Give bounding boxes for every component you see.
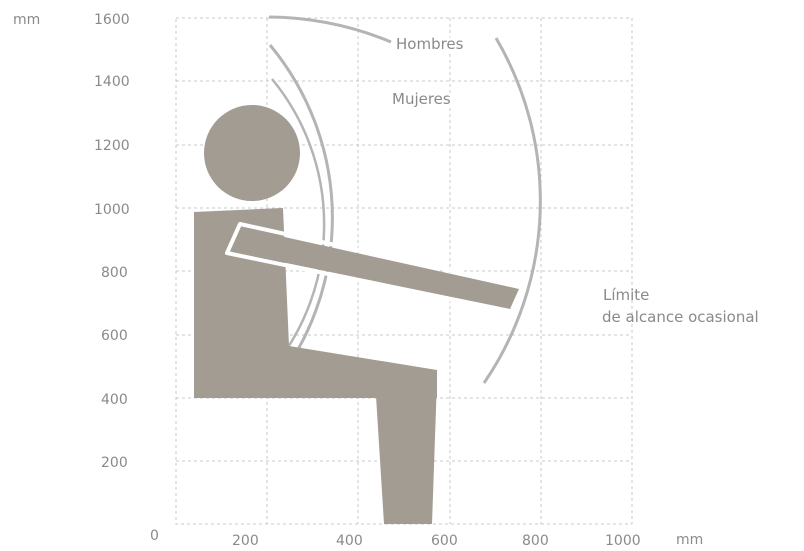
y-tick-label: 400 — [101, 392, 128, 408]
y-tick-label: 1400 — [94, 74, 130, 90]
y-tick-label: 200 — [101, 455, 128, 471]
reach-arcs — [268, 15, 542, 390]
occasional-reach-limit-arc-lower — [482, 37, 542, 384]
seated-figure — [194, 105, 523, 524]
y-axis-ticks: 1600 1400 1200 1000 800 600 400 200 — [94, 12, 130, 471]
x-axis-ticks: 200 400 600 800 1000 — [232, 533, 641, 549]
x-tick-label: 400 — [336, 533, 363, 549]
y-unit-label: mm — [13, 12, 40, 28]
y-tick-label: 600 — [101, 328, 128, 344]
x-tick-label: 200 — [232, 533, 259, 549]
y-tick-label: 1600 — [94, 12, 130, 28]
men-label: Hombres — [396, 35, 464, 53]
occasional-reach-limit-arc — [268, 15, 392, 44]
y-tick-label: 800 — [101, 265, 128, 281]
x-tick-label: 1000 — [605, 533, 641, 549]
origin-label: 0 — [150, 528, 159, 544]
men-reach-arc — [268, 44, 334, 390]
y-tick-label: 1000 — [94, 202, 130, 218]
women-label: Mujeres — [392, 90, 451, 108]
x-tick-label: 600 — [431, 533, 458, 549]
x-tick-label: 800 — [522, 533, 549, 549]
figure-lower-leg — [375, 380, 437, 524]
figure-arm — [233, 228, 519, 309]
women-reach-arc — [271, 78, 326, 369]
occasional-limit-label-line2: de alcance ocasional — [602, 308, 759, 326]
figure-arm-outline — [225, 222, 523, 314]
occasional-limit-label-line1: Límite — [603, 286, 649, 304]
x-unit-label: mm — [676, 532, 703, 548]
y-tick-label: 1200 — [94, 138, 130, 154]
figure-head — [204, 105, 300, 201]
figure-torso — [194, 208, 437, 398]
